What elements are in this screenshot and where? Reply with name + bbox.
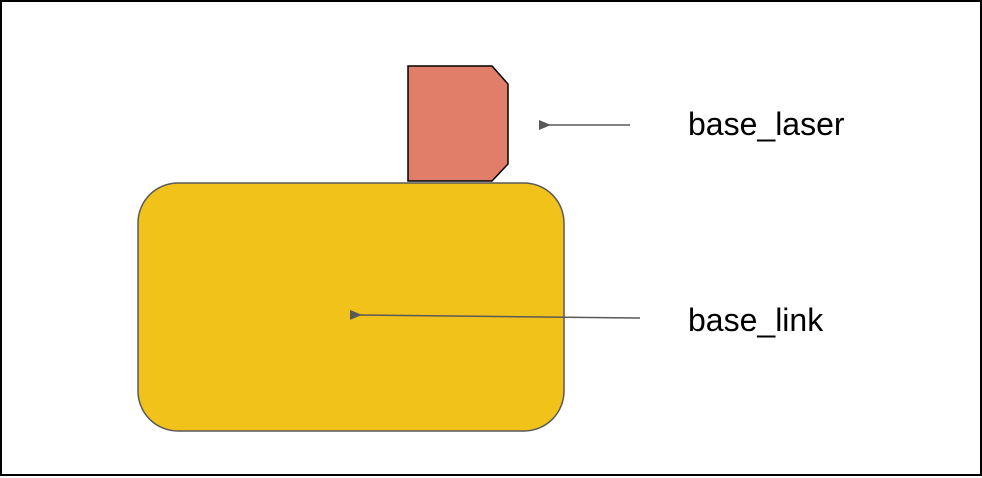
base-link-shape: [137, 182, 565, 432]
label-base-link: base_link: [688, 302, 824, 338]
label-base-laser: base_laser: [688, 106, 845, 142]
base-laser-shape: [407, 65, 509, 182]
arrow-base-link: [349, 309, 641, 320]
